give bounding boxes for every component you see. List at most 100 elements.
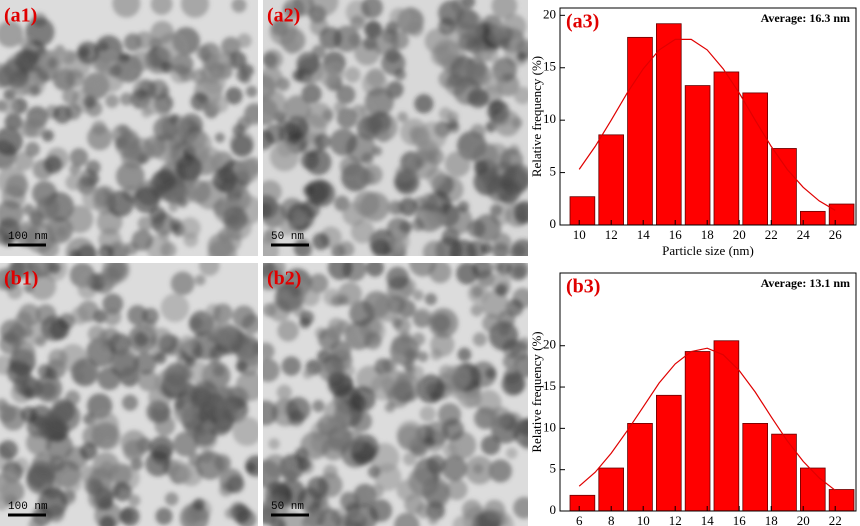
particle [186,179,211,204]
particle [363,331,382,350]
particle [65,490,76,501]
particle [4,113,22,131]
bar [713,71,740,226]
scale-label: 50 nm [271,501,304,513]
particle [155,507,173,525]
particle [38,55,50,67]
particle [297,457,311,472]
particle [361,0,383,19]
y-tick-label: 0 [550,502,557,517]
particle [153,116,178,142]
particle [0,126,23,156]
particle [199,263,220,276]
particle [381,50,406,76]
particle [373,463,402,491]
particle [41,129,54,142]
bar [598,467,624,512]
particle [411,332,426,346]
particle [232,305,256,329]
particle [195,450,225,480]
particle [382,358,397,373]
particle [188,452,202,466]
y-tick-label: 5 [550,461,557,476]
particle [201,315,222,337]
particle [160,241,177,256]
particle [10,74,32,97]
particle [128,494,141,507]
particle [503,367,521,385]
particle [263,344,275,358]
particle [150,170,175,194]
particle [453,77,482,105]
particle [85,160,101,175]
particle [343,364,356,377]
x-tick-label: 10 [573,227,586,242]
particle [329,128,357,156]
particle [467,282,490,304]
tem-image [263,263,528,526]
particle [362,114,383,135]
particle [269,142,300,172]
particle [447,111,459,123]
particle [31,452,57,478]
plot-frame [559,272,857,512]
particle [3,276,17,290]
particles [0,0,258,256]
particle [161,61,174,74]
particle [412,289,424,301]
particle [361,152,374,165]
particle [179,67,194,82]
particle [501,14,527,39]
particle [222,206,248,232]
particle [509,239,528,256]
particle [284,115,310,140]
x-tick-label: 16 [669,227,683,242]
particle [92,452,120,479]
particle [285,396,311,422]
particle [112,482,133,502]
particle [426,501,446,521]
particle [130,50,152,72]
particle [65,103,82,120]
fit-curve [578,38,836,211]
particle [91,120,107,136]
particle [485,121,497,133]
particle [103,307,122,326]
particle [349,508,364,523]
bar [828,203,855,226]
particle [69,148,89,167]
particle [76,244,98,256]
particle [351,104,366,119]
particle [466,240,487,256]
particle [137,215,154,232]
particle [433,39,460,66]
particle [235,360,248,373]
particle [263,454,288,479]
plot-frame [559,7,857,226]
particle [319,26,342,50]
particle [24,387,36,399]
bar [684,85,711,226]
annotation: Average: 16.3 nm [761,11,850,25]
particle [470,124,486,140]
particle [492,232,512,252]
y-tick-label: 10 [543,419,556,434]
particle [473,463,484,474]
particle [19,36,34,51]
particle [444,206,473,235]
particle [65,390,81,406]
bar [828,489,855,512]
x-tick-label: 14 [701,513,715,526]
particle [376,128,391,143]
bar [627,36,653,226]
particle [373,293,402,322]
y-tick-label: 0 [550,216,557,231]
particle [235,68,250,82]
particle [277,320,299,342]
particle [20,406,37,423]
particle [400,118,428,146]
particle [454,10,484,40]
particle [430,332,455,357]
particle [282,469,298,485]
particle [70,358,100,387]
